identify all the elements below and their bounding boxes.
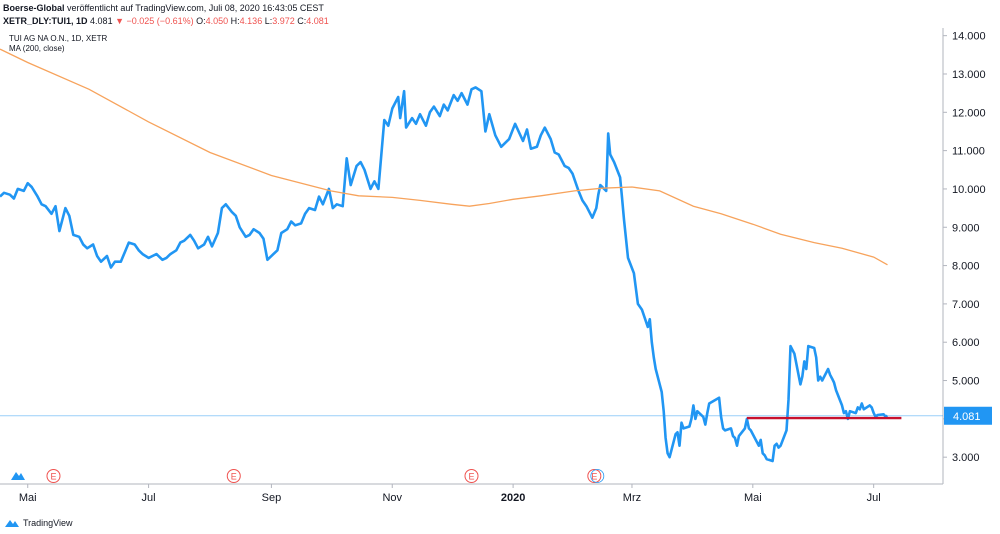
earnings-event-icon	[464, 469, 479, 483]
chart-header: Boerse-Global veröffentlicht auf Trading…	[3, 3, 1000, 33]
x-tick-label: Jul	[142, 492, 156, 504]
publisher-name: Boerse-Global	[3, 3, 65, 13]
y-tick-label: 8.000	[952, 261, 980, 273]
chart-area[interactable]: 14.000 13.000 12.000 11.000 10.000 9.000 8.000…	[0, 28, 1000, 508]
y-tick-label: 3.000	[952, 452, 980, 464]
earnings-event-icon	[46, 469, 61, 483]
earnings-event-label: E	[468, 472, 474, 482]
ma-200-line	[0, 48, 888, 266]
y-tick-label: 12.000	[952, 107, 986, 119]
low-value: 3.972	[272, 16, 295, 26]
legend-indicator: MA (200, close)	[9, 44, 65, 53]
x-tick-label: Mai	[744, 492, 762, 504]
y-tick-label: 6.000	[952, 337, 980, 349]
close-label: C:	[297, 16, 307, 26]
x-tick-label: Mai	[19, 492, 37, 504]
price-chart[interactable]: 14.000 13.000 12.000 11.000 10.000 9.000 8.000…	[0, 28, 1000, 508]
low-label: L:	[264, 16, 273, 26]
x-tick-label: 2020	[501, 492, 525, 504]
tradingview-logo-icon	[5, 520, 19, 527]
publish-info: Boerse-Global veröffentlicht auf Trading…	[3, 3, 324, 13]
change-arrow-icon: ▼	[115, 16, 125, 26]
high-value: 4.136	[239, 16, 263, 26]
open-label: O:	[196, 16, 206, 26]
y-tick-label: 14.000	[952, 31, 986, 43]
y-tick-label: 11.000	[952, 146, 985, 158]
legend-title: TUI AG NA O.N., 1D, XETR	[9, 34, 108, 43]
y-tick-label: 9.000	[952, 222, 980, 234]
last-price: 4.081	[90, 16, 113, 26]
y-tick-label: 10.000	[952, 184, 986, 196]
last-value-badge	[944, 406, 992, 425]
x-tick-label: Sep	[262, 492, 282, 504]
y-tick-label: 5.000	[952, 376, 980, 388]
published-text: veröffentlicht auf TradingView.com, Juli…	[64, 3, 324, 13]
y-tick-label: 13.000	[952, 69, 986, 81]
earnings-event-label: E	[50, 472, 56, 482]
tradingview-label: TradingView	[23, 518, 73, 528]
ohlc-line: XETR_DLY:TUI1, 1D 4.081 ▼ −0.025 (−0.61%…	[3, 16, 329, 26]
change-value: −0.025 (−0.61%)	[126, 16, 194, 26]
chart-legend: TUI AG NA O.N., 1D, XETR MA (200, close)	[9, 34, 107, 54]
x-tick-label: Jul	[867, 492, 881, 504]
chart-logo-icon	[11, 472, 25, 480]
open-value: 4.050	[205, 16, 229, 26]
symbol-label: XETR_DLY:TUI1, 1D	[3, 16, 88, 26]
close-value: 4.081	[306, 16, 329, 26]
earnings-event-label: E	[231, 472, 237, 482]
last-value-label: 4.081	[953, 411, 981, 423]
tradingview-branding[interactable]: TradingView	[4, 516, 73, 530]
x-tick-label: Mrz	[623, 492, 641, 504]
y-tick-label: 7.000	[952, 299, 980, 311]
dividend-event-icon	[590, 469, 605, 483]
earnings-event-icon	[587, 469, 602, 483]
earnings-event-label: E	[591, 472, 597, 482]
high-label: H:	[230, 16, 240, 26]
earnings-event-icon	[226, 469, 241, 483]
price-line	[0, 86, 888, 463]
x-tick-label: Nov	[382, 492, 402, 504]
